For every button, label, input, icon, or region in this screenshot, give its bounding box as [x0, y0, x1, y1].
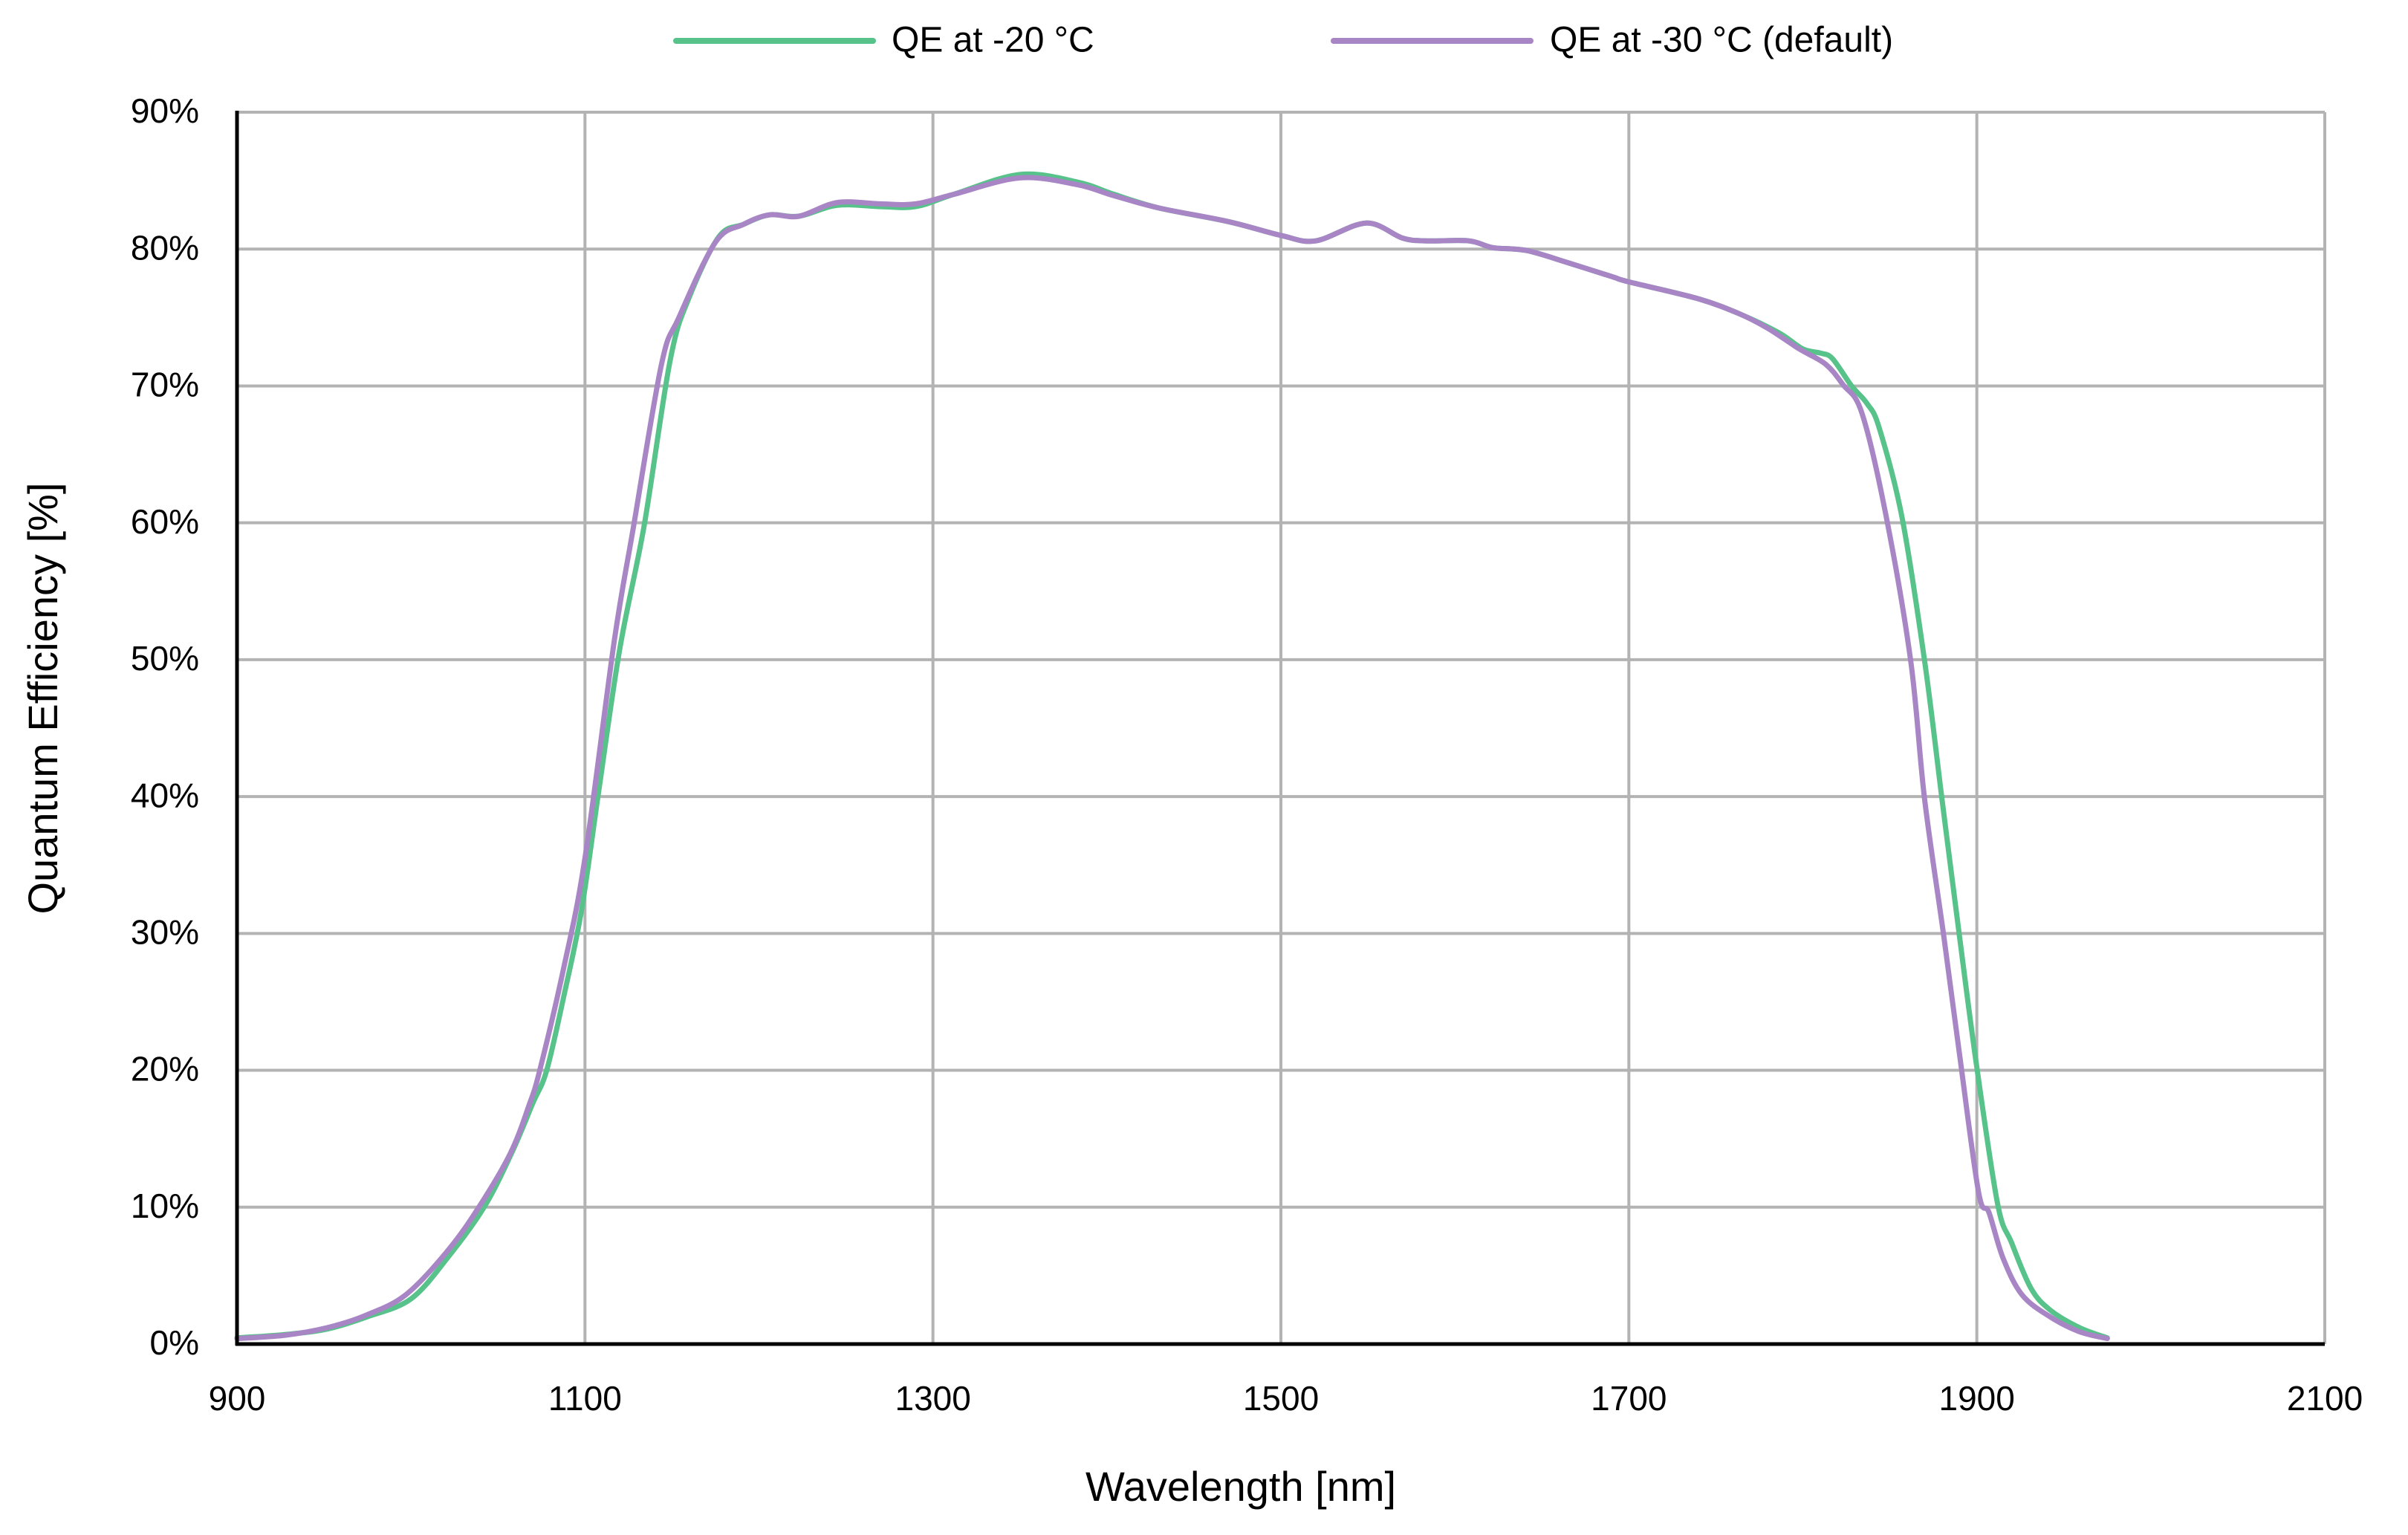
legend-item-minus20: QE at -20 °C [673, 21, 1094, 60]
legend-label-minus20: QE at -20 °C [892, 21, 1094, 60]
legend: QE at -20 °C QE at -30 °C (default) [673, 21, 1893, 60]
legend-item-minus30: QE at -30 °C (default) [1331, 21, 1893, 60]
y-tick-label: 30% [131, 912, 199, 951]
series-line-minus30 [234, 175, 2110, 1342]
y-tick-label: 90% [131, 91, 199, 130]
x-axis-title: Wavelength [nm] [1085, 1463, 1396, 1510]
y-tick-label: 20% [131, 1050, 199, 1088]
x-tick-label: 1500 [1243, 1379, 1319, 1418]
x-tick-label: 1300 [895, 1379, 970, 1418]
y-axis-tick-labels: 0% 10% 20% 30% 40% 50% 60% 70% 80% 90% [131, 91, 199, 1362]
data-series [234, 171, 2110, 1342]
y-tick-label: 0% [150, 1323, 199, 1362]
y-tick-label: 70% [131, 366, 199, 404]
x-axis-tick-labels: 900 1100 1300 1500 1700 1900 2100 [209, 1379, 2363, 1418]
legend-label-minus30: QE at -30 °C (default) [1550, 21, 1893, 60]
series-line-minus20 [234, 171, 2110, 1341]
x-tick-label: 2100 [2287, 1379, 2363, 1418]
x-tick-label: 1100 [548, 1379, 622, 1418]
y-tick-label: 60% [131, 502, 199, 541]
gridlines [237, 111, 2326, 1344]
y-tick-label: 10% [131, 1187, 199, 1225]
x-tick-label: 1700 [1591, 1379, 1667, 1418]
y-axis-title: Quantum Efficiency [%] [19, 483, 66, 915]
y-tick-label: 40% [131, 776, 199, 814]
y-tick-label: 50% [131, 639, 199, 678]
x-tick-label: 900 [209, 1379, 266, 1418]
y-tick-label: 80% [131, 228, 199, 267]
x-tick-label: 1900 [1938, 1379, 2014, 1418]
